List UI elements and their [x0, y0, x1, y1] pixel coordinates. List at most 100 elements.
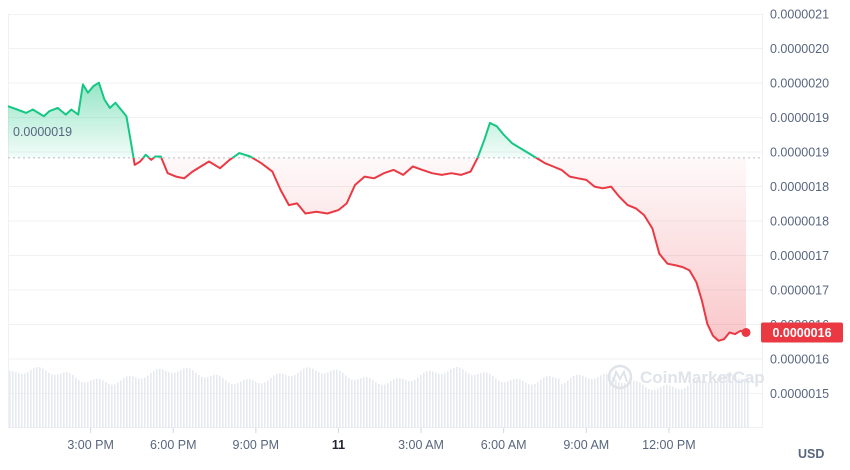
- volume-bar: [642, 384, 644, 428]
- volume-bar: [312, 368, 314, 428]
- volume-bar: [315, 370, 317, 428]
- volume-bar: [246, 379, 248, 428]
- volume-bar: [684, 387, 686, 428]
- volume-bar: [309, 367, 311, 428]
- volume-bar: [420, 374, 422, 428]
- volume-bar: [525, 382, 527, 428]
- volume-bar: [90, 380, 92, 428]
- volume-bar: [708, 381, 710, 428]
- volume-bar: [504, 382, 506, 428]
- volume-bar: [126, 376, 128, 428]
- volume-bar: [291, 375, 293, 428]
- volume-bar: [66, 372, 68, 428]
- volume-bar: [360, 378, 362, 428]
- volume-bar: [87, 381, 89, 428]
- volume-bar: [681, 389, 683, 428]
- x-tick-label: 12:00 PM: [642, 438, 696, 452]
- volume-bar: [255, 381, 257, 428]
- volume-bar: [396, 378, 398, 428]
- volume-bar: [423, 372, 425, 428]
- volume-bar: [507, 381, 509, 428]
- volume-bar: [663, 385, 665, 428]
- volume-bar: [624, 383, 626, 428]
- volume-bar: [99, 379, 101, 428]
- volume-bar: [297, 373, 299, 428]
- volume-bar: [63, 372, 65, 428]
- volume-bar: [690, 383, 692, 428]
- volume-bar: [408, 381, 410, 428]
- volume-bar: [12, 371, 14, 428]
- volume-bar: [600, 375, 602, 428]
- volume-bar: [207, 376, 209, 428]
- volume-bar: [489, 373, 491, 428]
- volume-bar: [336, 369, 338, 428]
- volume-bar: [129, 375, 131, 428]
- volume-bar: [528, 384, 530, 428]
- volume-bar: [69, 372, 71, 428]
- volume-bar: [660, 386, 662, 428]
- volume-bar: [342, 372, 344, 428]
- volume-bar: [576, 374, 578, 428]
- volume-bar: [405, 380, 407, 428]
- volume-bar: [153, 370, 155, 428]
- volume-bar: [462, 369, 464, 428]
- volume-bar: [48, 372, 50, 428]
- volume-bar: [645, 387, 647, 428]
- volume-bar: [651, 390, 653, 428]
- volume-bar: [213, 374, 215, 428]
- volume-bar: [603, 374, 605, 428]
- volume-bar: [96, 378, 98, 428]
- volume-bar: [24, 373, 26, 428]
- volume-bar: [144, 377, 146, 428]
- volume-bar: [696, 379, 698, 428]
- volume-bar: [636, 381, 638, 428]
- currency-label: USD: [798, 447, 824, 461]
- volume-bar: [387, 383, 389, 428]
- volume-bar: [558, 378, 560, 428]
- area-fill-up: [8, 82, 537, 158]
- volume-bar: [282, 373, 284, 428]
- volume-bar: [474, 374, 476, 428]
- volume-bar: [264, 382, 266, 428]
- volume-bar: [741, 379, 743, 428]
- volume-bar: [108, 383, 110, 428]
- volume-bar: [594, 378, 596, 428]
- y-tick-label: 0.0000015: [770, 387, 829, 401]
- volume-bar: [321, 373, 323, 428]
- volume-bar: [699, 379, 701, 428]
- volume-bar: [615, 379, 617, 428]
- volume-bar: [513, 378, 515, 428]
- volume-bar: [393, 379, 395, 428]
- volume-bar: [657, 388, 659, 428]
- watermark-text: CoinMarketCap: [640, 368, 765, 387]
- volume-bar: [666, 384, 668, 428]
- volume-bar: [237, 383, 239, 428]
- volume-bar: [306, 367, 308, 428]
- volume-bar: [384, 384, 386, 428]
- volume-bar: [141, 378, 143, 428]
- volume-bar: [675, 388, 677, 428]
- volume-bar: [375, 382, 377, 428]
- volume-bar: [72, 374, 74, 428]
- volume-bar: [573, 375, 575, 428]
- current-price-tag-bg: [761, 322, 843, 343]
- volume-bar: [579, 374, 581, 428]
- volume-bar: [27, 372, 29, 428]
- volume-bar: [42, 368, 44, 428]
- volume-bar: [429, 370, 431, 428]
- volume-bar: [30, 370, 32, 428]
- volume-bar: [219, 375, 221, 428]
- y-tick-label: 0.0000020: [770, 77, 829, 91]
- volume-bar: [240, 381, 242, 428]
- volume-bar: [117, 382, 119, 428]
- volume-bar: [33, 368, 35, 428]
- area-fill-down: [8, 157, 746, 341]
- volume-bar: [78, 380, 80, 428]
- volume-bar: [714, 380, 716, 428]
- volume-bar: [168, 372, 170, 428]
- volume-bar: [204, 377, 206, 428]
- volume-bar: [60, 373, 62, 428]
- volume-bar: [627, 382, 629, 428]
- volume-bar: [171, 373, 173, 428]
